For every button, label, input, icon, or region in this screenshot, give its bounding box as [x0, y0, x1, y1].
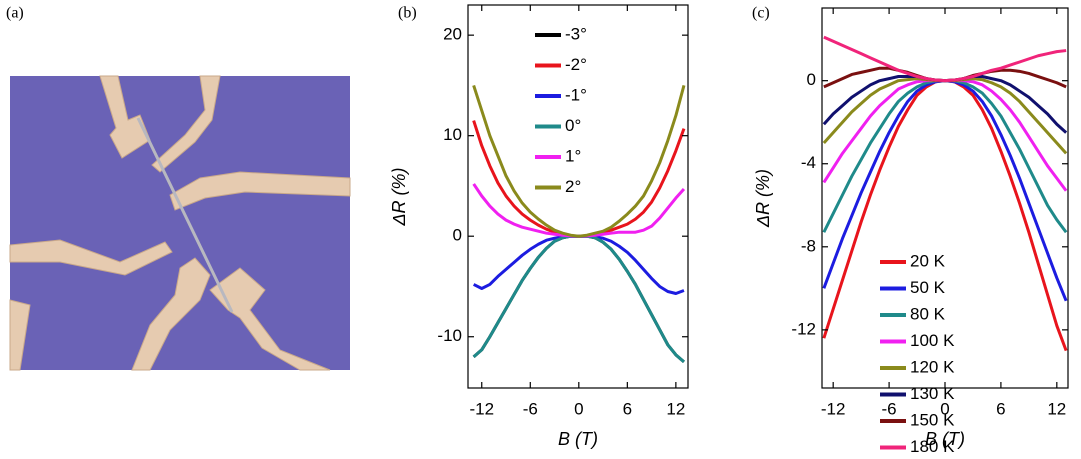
y-axis-label: ΔR (%)	[389, 167, 409, 226]
data-line	[472, 234, 685, 363]
legend-label: -2°	[565, 55, 587, 74]
y-tick-label: -10	[437, 326, 462, 345]
y-tick-label: -8	[801, 236, 816, 255]
x-tick-label: 12	[666, 399, 685, 418]
y-tick-label: 20	[443, 25, 462, 44]
x-tick-label: -12	[821, 399, 846, 418]
legend-label: 180 K	[910, 437, 955, 456]
panel-label: (c)	[752, 5, 770, 22]
data-line	[472, 84, 686, 238]
x-tick-label: 12	[1047, 399, 1066, 418]
y-tick-label: -4	[801, 153, 816, 172]
panel-label: (a)	[6, 5, 24, 22]
x-tick-label: 0	[940, 399, 949, 418]
legend-label: 150 K	[910, 410, 955, 429]
y-axis-label: ΔR (%)	[753, 169, 773, 228]
data-line	[822, 79, 1068, 352]
legend-label: 120 K	[910, 357, 955, 376]
y-tick-label: 0	[807, 70, 816, 89]
data-line	[823, 35, 1067, 83]
legend-label: 20 K	[910, 251, 946, 270]
legend-label: 100 K	[910, 331, 955, 350]
x-tick-label: 0	[574, 399, 583, 418]
y-tick-label: 10	[443, 125, 462, 144]
data-line	[472, 234, 685, 363]
legend-label: 80 K	[910, 304, 946, 323]
legend-label: 130 K	[910, 384, 955, 403]
x-tick-label: -12	[469, 399, 494, 418]
panel-label: (b)	[398, 5, 417, 22]
legend-label: 0°	[565, 116, 581, 135]
x-tick-label: -6	[882, 399, 897, 418]
data-line	[823, 66, 1067, 89]
x-tick-label: -6	[523, 399, 538, 418]
x-tick-label: 6	[623, 399, 632, 418]
legend-label: 2°	[565, 177, 581, 196]
plot-frame	[467, 4, 689, 389]
data-line	[472, 234, 685, 296]
legend-label: -3°	[565, 24, 587, 43]
legend-label: 50 K	[910, 278, 946, 297]
x-axis-label: B (T)	[925, 429, 965, 449]
legend-label: 1°	[565, 146, 581, 165]
data-line	[822, 77, 1068, 155]
x-axis-label: B (T)	[558, 429, 598, 449]
device-photo	[9, 75, 351, 371]
y-tick-label: 0	[453, 226, 462, 245]
y-tick-label: -12	[791, 319, 816, 338]
legend-label: -1°	[565, 85, 587, 104]
x-tick-label: 6	[996, 399, 1005, 418]
